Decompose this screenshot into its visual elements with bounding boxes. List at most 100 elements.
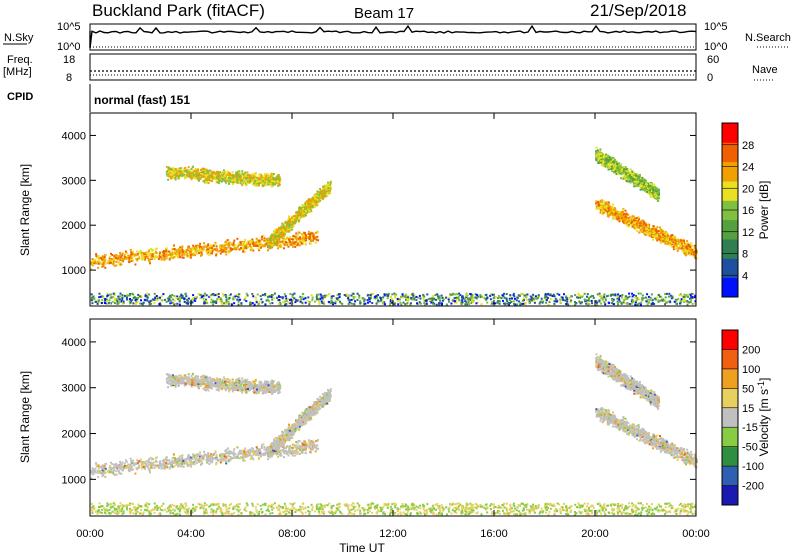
power-cell xyxy=(172,245,175,247)
power-cell xyxy=(308,203,310,206)
power-cell xyxy=(318,197,321,200)
power-cell xyxy=(589,295,592,298)
power-cell xyxy=(556,300,559,303)
power-cell xyxy=(276,228,279,231)
power-cell xyxy=(246,174,249,176)
power-cell xyxy=(195,171,198,174)
power-cell xyxy=(677,242,679,245)
power-cell xyxy=(647,225,650,228)
power-cell xyxy=(197,175,200,178)
power-cell xyxy=(531,299,534,302)
power-cell xyxy=(304,210,307,213)
power-cell xyxy=(311,200,314,203)
power-cell xyxy=(204,244,207,247)
power-cell xyxy=(641,222,644,225)
power-cell xyxy=(198,245,201,248)
power-cell xyxy=(490,293,493,296)
power-cell xyxy=(630,179,633,181)
cpid-text: normal (fast) 151 xyxy=(94,93,190,107)
power-cell xyxy=(658,235,661,238)
power-cell xyxy=(620,213,623,215)
power-cell xyxy=(193,247,195,250)
power-cell xyxy=(278,234,281,237)
power-cell xyxy=(205,181,207,184)
power-cell xyxy=(628,222,631,225)
power-cell xyxy=(612,210,615,213)
power-cell xyxy=(96,256,99,259)
power-cell xyxy=(265,238,268,241)
power-cell xyxy=(227,178,230,181)
power-cell xyxy=(310,200,313,203)
power-cell xyxy=(126,257,129,260)
power-cell xyxy=(260,246,262,249)
power-cell xyxy=(282,232,285,235)
power-cell xyxy=(607,160,610,163)
power-cell xyxy=(182,251,185,253)
power-cell xyxy=(631,170,634,173)
power-cell xyxy=(132,250,135,253)
power-cell xyxy=(258,184,260,187)
power-cell xyxy=(177,177,180,180)
power-cell xyxy=(627,213,630,216)
power-cell xyxy=(326,192,329,194)
power-cell xyxy=(649,195,652,198)
power-cell xyxy=(659,235,662,238)
power-cell xyxy=(256,243,259,246)
power-cell xyxy=(311,298,314,301)
power-cell xyxy=(278,178,281,181)
power-cell xyxy=(119,258,122,261)
power-cell xyxy=(267,239,270,242)
power-cell xyxy=(205,250,208,253)
nsky-top-tick: 10^5 xyxy=(57,21,81,33)
power-cell xyxy=(263,180,266,183)
power-cell xyxy=(286,228,289,231)
power-cell xyxy=(284,238,287,241)
power-cell xyxy=(196,246,199,248)
power-cell xyxy=(647,192,650,195)
power-cell xyxy=(682,248,685,251)
power-cell xyxy=(121,254,124,257)
power-cell xyxy=(229,176,232,179)
power-cell xyxy=(192,253,195,256)
power-cell xyxy=(148,293,151,296)
power-cell xyxy=(314,241,317,244)
power-cell xyxy=(270,178,273,181)
power-cell xyxy=(132,253,135,256)
power-cell xyxy=(598,159,601,162)
power-cell xyxy=(598,203,601,206)
freq-unit: [MHz] xyxy=(3,66,32,78)
power-cell xyxy=(660,234,663,237)
power-cell xyxy=(618,167,621,170)
power-cell xyxy=(693,249,695,251)
power-cell xyxy=(197,249,200,252)
power-cell xyxy=(197,168,200,171)
power-cell xyxy=(623,222,626,225)
power-cell xyxy=(120,263,123,266)
power-cell xyxy=(625,179,628,182)
power-cell xyxy=(179,256,182,259)
power-cell xyxy=(623,166,625,168)
power-cell xyxy=(112,259,115,262)
power-cell xyxy=(95,262,98,265)
power-cell xyxy=(192,174,195,177)
power-cell xyxy=(291,240,294,243)
power-cell xyxy=(639,173,641,176)
power-cell xyxy=(271,233,274,236)
power-cell xyxy=(316,235,319,238)
power-cell xyxy=(221,171,224,174)
power-cell xyxy=(602,160,605,163)
power-cell xyxy=(185,176,188,179)
power-cell xyxy=(227,251,230,254)
power-cell xyxy=(208,174,211,177)
power-cell xyxy=(627,225,630,228)
power-cell xyxy=(645,182,648,185)
power-cell xyxy=(267,183,269,186)
power-cell xyxy=(632,172,635,175)
power-cell xyxy=(273,231,276,234)
power-cell xyxy=(371,302,374,304)
power-cell xyxy=(649,182,651,185)
power-cell xyxy=(292,224,295,227)
power-cell xyxy=(669,294,672,297)
power-cell xyxy=(624,221,627,224)
power-cell xyxy=(221,303,224,306)
